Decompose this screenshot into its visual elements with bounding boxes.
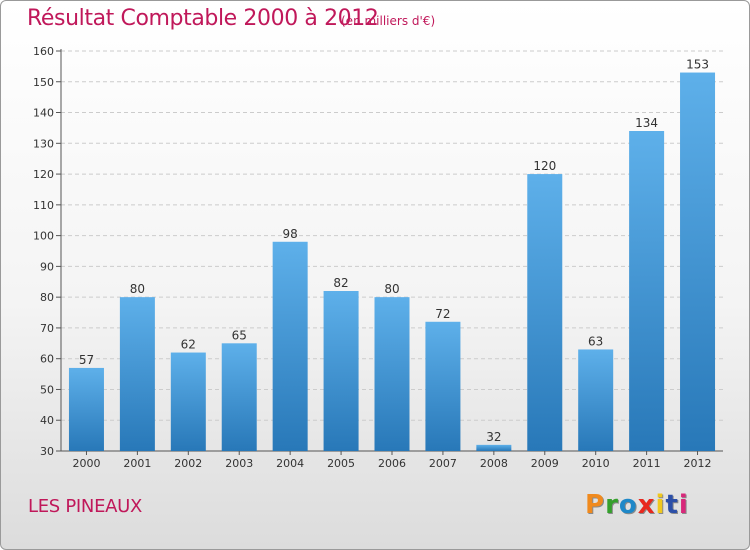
data-label: 134	[635, 116, 658, 130]
y-tick-label: 120	[33, 168, 54, 181]
logo-letter: i	[655, 490, 666, 520]
logo-letter: P	[585, 490, 606, 520]
y-tick-label: 30	[40, 445, 54, 458]
data-label: 32	[486, 430, 501, 444]
commune-name: LES PINEAUX	[28, 496, 143, 517]
proxiti-logo: Proxiti	[585, 490, 689, 520]
logo-letter: t	[665, 490, 679, 520]
data-label: 62	[181, 338, 196, 352]
data-label: 120	[533, 159, 556, 173]
x-tick-label: 2006	[378, 457, 406, 470]
data-label: 82	[333, 276, 348, 290]
y-tick-label: 140	[33, 107, 54, 120]
bar	[119, 297, 155, 451]
bar	[578, 349, 614, 451]
bar	[629, 131, 665, 451]
y-tick-label: 90	[40, 260, 54, 273]
y-tick-label: 50	[40, 383, 54, 396]
bar	[68, 367, 104, 451]
logo-letter: x	[637, 490, 656, 520]
bar	[170, 352, 206, 451]
logo-letter: o	[618, 490, 638, 520]
bar	[221, 343, 257, 451]
labels: 30 40 50 60 70 80 90 100 110 120 130 140 150 160 57 200…	[33, 45, 712, 470]
bar	[272, 241, 308, 451]
y-tick-label: 160	[33, 45, 54, 58]
x-tick-label: 2009	[531, 457, 559, 470]
data-label: 63	[588, 334, 603, 348]
y-tick-label: 130	[33, 137, 54, 150]
y-tick-label: 40	[40, 414, 54, 427]
data-label: 153	[686, 58, 709, 72]
x-tick-label: 2001	[123, 457, 151, 470]
x-tick-label: 2003	[225, 457, 253, 470]
data-label: 57	[79, 353, 94, 367]
x-tick-label: 2008	[480, 457, 508, 470]
chart-title: Résultat Comptable 2000 à 2012	[27, 6, 379, 31]
bars	[68, 72, 716, 452]
y-tick-label: 110	[33, 199, 54, 212]
data-label: 72	[435, 307, 450, 321]
bar	[323, 291, 359, 451]
y-tick-label: 70	[40, 322, 54, 335]
x-tick-label: 2010	[582, 457, 610, 470]
x-tick-label: 2000	[72, 457, 100, 470]
x-tick-label: 2011	[633, 457, 661, 470]
chart-subtitle: (en milliers d'€)	[341, 14, 436, 28]
data-label: 80	[384, 282, 399, 296]
bar	[476, 444, 512, 451]
x-tick-label: 2012	[684, 457, 712, 470]
x-tick-label: 2005	[327, 457, 355, 470]
x-tick-label: 2004	[276, 457, 304, 470]
bar	[374, 297, 410, 451]
bar	[527, 174, 563, 452]
y-tick-label: 150	[33, 76, 54, 89]
logo-letter: r	[605, 490, 619, 520]
data-label: 98	[283, 227, 298, 241]
x-tick-label: 2007	[429, 457, 457, 470]
bar	[680, 72, 716, 452]
x-tick-label: 2002	[174, 457, 202, 470]
y-tick-label: 60	[40, 353, 54, 366]
data-label: 65	[232, 328, 247, 342]
bar	[425, 321, 461, 451]
data-label: 80	[130, 282, 145, 296]
y-tick-label: 80	[40, 291, 54, 304]
y-tick-label: 100	[33, 230, 54, 243]
logo-letter: i	[678, 490, 689, 520]
